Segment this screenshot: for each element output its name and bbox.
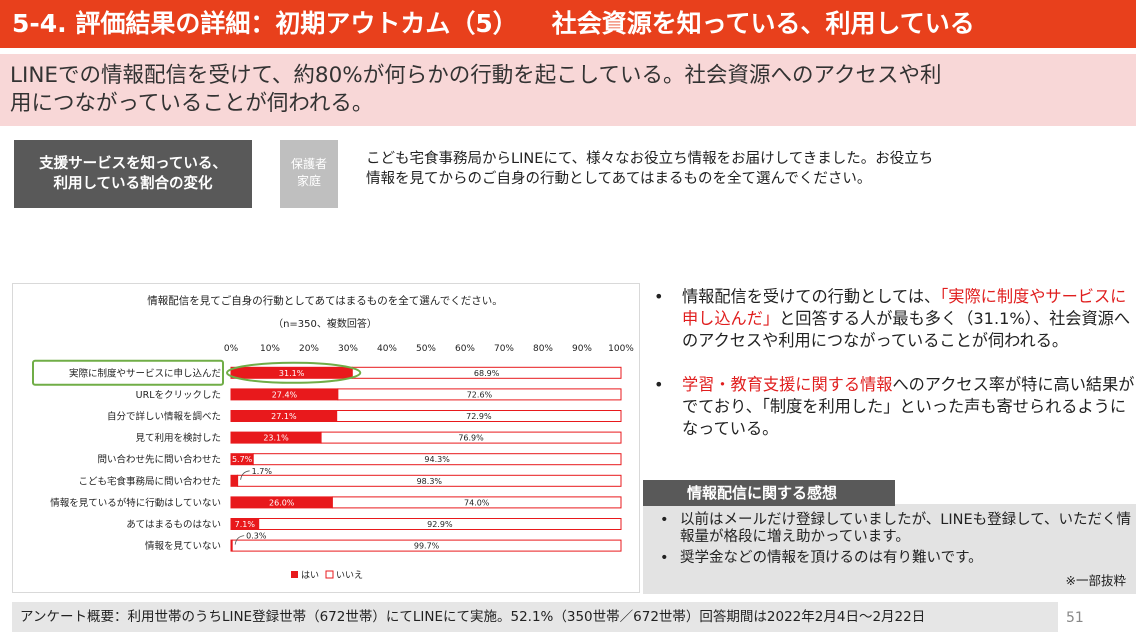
bar-chart: 情報配信を見てご自身の行動としてあてはまるものを全て選んでください。 （n=350… — [32, 294, 634, 581]
page-title: 5-4. 評価結果の詳細：初期アウトカム（5） — [12, 9, 518, 38]
data-label-yes: 0.3% — [246, 532, 267, 541]
survey-footnote: アンケート概要：利用世帯のうちLINE登録世帯（672世帯）にてLINEにて実施… — [12, 602, 1058, 632]
bar-no — [252, 453, 622, 466]
bar-no — [231, 539, 622, 552]
survey-question: こども宅食事務局からLINEにて、様々なお役立ち情報をお届けしてきました。お役立… — [366, 149, 1066, 189]
bullet-mark: • — [654, 287, 664, 306]
finding-text-post: と回答する人が最も多く（31.1%）、社会資源へのアクセスや利用につながっている… — [682, 309, 1131, 350]
impressions-title: 情報配信に関する感想 — [643, 480, 895, 506]
category-label: あてはまるものはない — [126, 520, 221, 531]
bar-no — [351, 366, 622, 379]
category-label: 実際に制度やサービスに申し込んだ — [69, 367, 222, 379]
chart-panel: 情報配信を見てご自身の行動としてあてはまるものを全て選んでください。 （n=350… — [12, 283, 640, 593]
finding-item: • 学習・教育支援に関する情報へのアクセス率が特に高い結果がでており、「制度を利… — [650, 374, 1136, 440]
bar-yes — [230, 474, 239, 487]
category-label: 情報を見ているが特に行動はしていない — [50, 497, 221, 509]
impression-text: 奨学金などの情報を頂けるのは有り難いです。 — [680, 550, 983, 566]
category-label: URLをクリックした — [136, 390, 221, 401]
category-label: 自分で詳しい情報を調べた — [107, 411, 221, 423]
data-label-yes: 5.7% — [232, 455, 253, 464]
question-line-2: 情報を見てからのご自身の行動としてあてはまるものを全て選んでください。 — [366, 171, 872, 187]
target-label-line-2: 家庭 — [296, 174, 321, 188]
x-tick-label: 80% — [533, 344, 553, 354]
finding-item: • 情報配信を受けての行動としては、「実際に制度やサービスに申し込んだ」と回答す… — [650, 286, 1136, 352]
data-label-yes: 7.1% — [235, 520, 256, 529]
bar-no — [331, 496, 622, 509]
data-label-yes: 27.4% — [272, 390, 298, 399]
legend-swatch-no — [325, 570, 334, 579]
bar-no — [237, 474, 622, 487]
finding-highlight: 学習・教育支援に関する情報 — [682, 375, 893, 394]
finding-text-post: へのアクセス率が特に高い結果がでており、「制度を利用した」といった声も寄せられる… — [682, 375, 1135, 438]
data-label-yes: 27.1% — [271, 412, 297, 421]
data-label-no: 94.3% — [424, 455, 450, 464]
bullet-mark: • — [654, 375, 664, 394]
x-tick-label: 70% — [494, 344, 514, 354]
impression-text: 以前はメールだけ登録していましたが、LINEも登録して、いただく情報量が格段に増… — [680, 512, 1131, 545]
data-label-no: 98.3% — [417, 477, 443, 486]
category-label: こども宅食事務局に問い合わせた — [78, 475, 221, 487]
page-subtitle: 社会資源を知っている、利用している — [551, 9, 975, 38]
highlight-bar-ellipse — [226, 361, 362, 384]
chart-title: 情報配信を見てご自身の行動としてあてはまるものを全て選んでください。 — [147, 294, 502, 307]
lead-banner: LINEでの情報配信を受けて、約80%が何らかの行動を起こしている。社会資源への… — [0, 54, 1136, 126]
data-label-no: 99.7% — [414, 542, 440, 551]
data-label-yes: 26.0% — [269, 498, 295, 507]
chart-subtitle: （n=350、複数回答） — [273, 317, 377, 330]
x-tick-label: 0% — [224, 344, 239, 354]
legend-swatch-yes — [291, 571, 298, 578]
data-label-yes: 31.1% — [279, 369, 305, 378]
data-label-no: 72.6% — [467, 390, 493, 399]
impressions-panel — [643, 504, 1136, 594]
x-tick-label: 100% — [608, 344, 634, 354]
finding-highlight: 「実際に制度やサービスに申し込んだ」 — [682, 287, 1127, 328]
bar-no — [336, 410, 622, 422]
excerpt-note: ※一部抜粋 — [1065, 573, 1126, 588]
category-label: 問い合わせ先に問い合わせた — [97, 454, 221, 466]
x-tick-label: 20% — [299, 344, 319, 354]
bullet-mark: • — [660, 512, 669, 528]
x-tick-label: 40% — [377, 344, 397, 354]
target-label-line-1: 保護者 — [290, 157, 327, 171]
x-tick-label: 90% — [572, 344, 592, 354]
data-label-no: 74.0% — [464, 498, 490, 507]
data-label-no: 92.9% — [427, 520, 453, 529]
data-label-no: 76.9% — [458, 434, 484, 443]
category-label: 見て利用を検討した — [135, 432, 221, 444]
highlight-label-box — [32, 359, 224, 386]
bar-no — [320, 431, 622, 444]
section-label: 支援サービスを知っている、 利用している割合の変化 — [14, 140, 252, 208]
legend-label-no: いいえ — [336, 570, 363, 581]
x-tick-label: 50% — [416, 344, 436, 354]
section-label-line-1: 支援サービスを知っている、 — [39, 156, 227, 172]
page-header: 5-4. 評価結果の詳細：初期アウトカム（5） 社会資源を知っている、利用している — [0, 0, 1136, 48]
x-tick-label: 60% — [455, 344, 475, 354]
data-label-no: 68.9% — [474, 369, 500, 378]
page-number: 51 — [1066, 610, 1084, 626]
bullet-mark: • — [660, 550, 669, 566]
question-line-1: こども宅食事務局からLINEにて、様々なお役立ち情報をお届けしてきました。お役立… — [366, 151, 934, 167]
data-label-yes: 1.7% — [252, 467, 273, 476]
target-label: 保護者 家庭 — [280, 140, 338, 208]
category-label: 情報を見ていない — [145, 540, 221, 552]
bar-no — [258, 518, 622, 530]
leader-line — [240, 470, 250, 480]
lead-line-1: LINEでの情報配信を受けて、約80%が何らかの行動を起こしている。社会資源への… — [10, 63, 942, 88]
finding-text-pre: 情報配信を受けての行動としては、 — [682, 287, 941, 306]
findings-list: • 情報配信を受けての行動としては、「実際に制度やサービスに申し込んだ」と回答す… — [650, 286, 1136, 454]
data-label-yes: 23.1% — [263, 434, 289, 443]
leader-line — [234, 535, 245, 545]
legend-label-yes: はい — [301, 570, 319, 581]
section-label-line-2: 利用している割合の変化 — [53, 176, 213, 192]
x-tick-label: 30% — [338, 344, 358, 354]
bar-no — [337, 388, 622, 401]
x-tick-label: 10% — [260, 344, 280, 354]
data-label-no: 72.9% — [466, 412, 492, 421]
lead-line-2: 用につながっていることが伺われる。 — [10, 91, 374, 116]
